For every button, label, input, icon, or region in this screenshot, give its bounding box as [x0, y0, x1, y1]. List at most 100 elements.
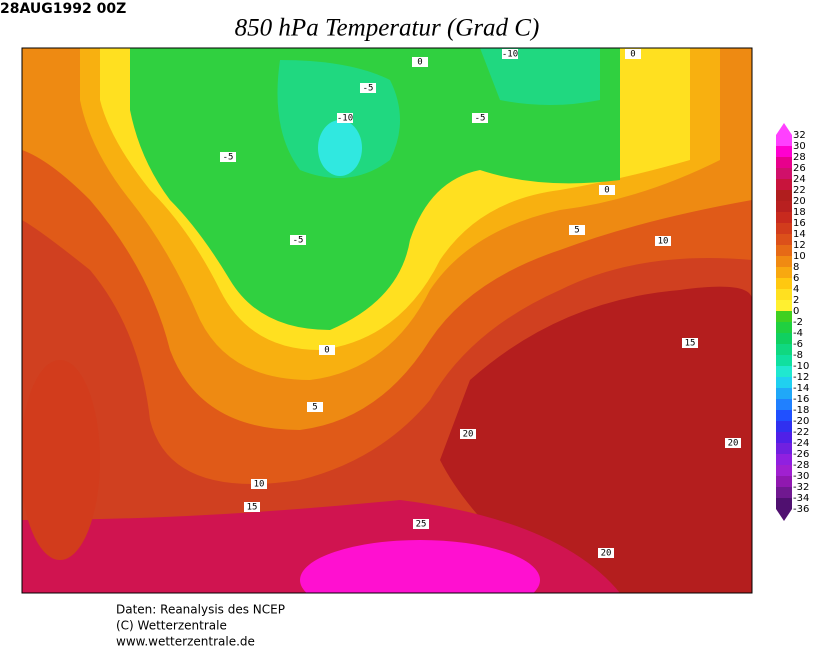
colorbar-band [776, 410, 792, 421]
colorbar-band [776, 157, 792, 168]
contour-label: 20 [728, 439, 739, 449]
colorbar-band [776, 168, 792, 179]
colorbar-band [776, 234, 792, 245]
contour-label-bg [599, 185, 615, 195]
contour-labels: -10 0 0 -5 -5 -10 -5 0 5 10 -5 0 15 5 20 20 10 15 25 20 [220, 49, 741, 559]
colorbar-band [776, 146, 792, 157]
contour-label: -10 [502, 50, 518, 60]
colorbar-band [776, 212, 792, 223]
colorbar-band [776, 322, 792, 333]
colorbar-tick-label: 18 [793, 207, 806, 218]
colorbar-band [776, 267, 792, 278]
colorbar-cap [776, 509, 792, 521]
colorbar-tick-label: 10 [793, 251, 806, 262]
colorbar-tick-label: 6 [793, 273, 799, 284]
colorbar-band [776, 443, 792, 454]
footer-line: www.wetterzentrale.de [116, 635, 255, 646]
colorbar-band [776, 432, 792, 443]
colorbar-tick-label: -28 [793, 460, 809, 471]
colorbar-tick-label: 8 [793, 262, 799, 273]
contour-label-bg [220, 152, 236, 162]
contour-label-bg [502, 49, 518, 59]
colorbar-tick-label: -6 [793, 339, 803, 350]
colorbar-band [776, 487, 792, 498]
colorbar-band [776, 355, 792, 366]
contour-label-bg [625, 49, 641, 59]
colorbar-tick-label: -26 [793, 449, 809, 460]
contour-label: 0 [604, 186, 609, 196]
contour-label-bg [472, 113, 488, 123]
colorbar-tick-label: 2 [793, 295, 799, 306]
colorbar-tick-label: -18 [793, 405, 809, 416]
contour-label: -5 [293, 236, 304, 246]
colorbar-tick-label: 22 [793, 185, 806, 196]
colorbar-tick-label: 14 [793, 229, 806, 240]
colorbar-tick-label: -32 [793, 482, 809, 493]
colorbar-band [776, 201, 792, 212]
colorbar-band [776, 190, 792, 201]
colorbar-tick-label: 4 [793, 284, 799, 295]
contour-label-bg [244, 502, 260, 512]
colorbar-band [776, 179, 792, 190]
contour-label: 20 [601, 549, 612, 559]
colorbar-tick-label: 12 [793, 240, 806, 251]
colorbar-band [776, 476, 792, 487]
contour-label: 15 [247, 503, 258, 513]
contour-label: 20 [463, 430, 474, 440]
colorbar: 32302826242220181614121086420-2-4-6-8-10… [776, 123, 809, 521]
contour-label-bg [655, 236, 671, 246]
contour-label: -10 [337, 114, 353, 124]
contour-label-bg [251, 479, 267, 489]
contour-label: 10 [254, 480, 265, 490]
contour-label: -5 [363, 84, 374, 94]
colorbar-tick-label: 32 [793, 130, 806, 141]
contour-label: 0 [324, 346, 329, 356]
contour-label-bg [569, 225, 585, 235]
contour-label: 5 [574, 226, 579, 236]
contour-label: 15 [685, 339, 696, 349]
colorbar-tick-label: -34 [793, 493, 809, 504]
colorbar-band [776, 135, 792, 146]
colorbar-band [776, 465, 792, 476]
colorbar-band [776, 454, 792, 465]
colorbar-band [776, 256, 792, 267]
colorbar-tick-label: -12 [793, 372, 809, 383]
colorbar-band [776, 344, 792, 355]
colorbar-tick-label: 20 [793, 196, 806, 207]
contour-label-bg [337, 113, 353, 123]
contour-label-bg [290, 235, 306, 245]
contour-label: 25 [416, 520, 427, 530]
contour-label: 0 [417, 58, 422, 68]
colorbar-cap [776, 123, 792, 135]
contour-label: 10 [658, 237, 669, 247]
contour-label-bg [460, 429, 476, 439]
colorbar-tick-label: 24 [793, 174, 806, 185]
colorbar-band [776, 377, 792, 388]
colorbar-band [776, 333, 792, 344]
footer-line: (C) Wetterzentrale [116, 619, 227, 633]
colorbar-band [776, 388, 792, 399]
colorbar-band [776, 421, 792, 432]
colorbar-tick-label: 28 [793, 152, 806, 163]
colorbar-tick-label: -14 [793, 383, 809, 394]
colorbar-band [776, 289, 792, 300]
date-label: 28AUG1992 00Z [0, 1, 126, 17]
contour-label-bg [413, 519, 429, 529]
colorbar-tick-label: 26 [793, 163, 806, 174]
contour-label-bg [412, 57, 428, 67]
colorbar-band [776, 223, 792, 234]
map [21, 47, 753, 594]
contour-label-bg [360, 83, 376, 93]
contour-label-bg [725, 438, 741, 448]
colorbar-tick-label: -22 [793, 427, 809, 438]
contour-label: 0 [630, 50, 635, 60]
contour-label: -5 [475, 114, 486, 124]
contour-label: -5 [223, 153, 234, 163]
contour-label: 5 [312, 403, 317, 413]
colorbar-tick-label: -2 [793, 317, 803, 328]
map-title: 850 hPa Temperatur (Grad C) [235, 15, 540, 42]
colorbar-tick-label: -4 [793, 328, 803, 339]
colorbar-tick-label: -16 [793, 394, 809, 405]
colorbar-tick-label: -10 [793, 361, 809, 372]
